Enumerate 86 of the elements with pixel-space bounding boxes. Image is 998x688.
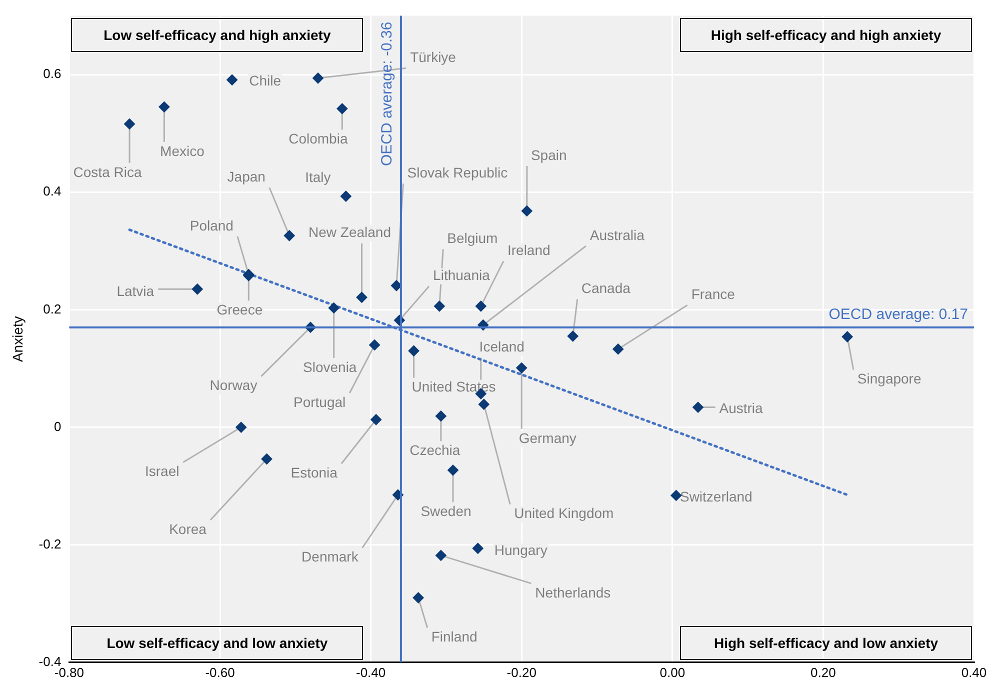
y-tick-label: 0.6 — [43, 66, 62, 82]
text: Norway — [210, 377, 258, 394]
series-label: United States — [412, 378, 496, 395]
point — [328, 302, 340, 314]
text: Iceland — [479, 338, 524, 355]
point — [472, 542, 484, 554]
ref-line-label: OECD average: -0.36 — [378, 22, 396, 166]
point — [390, 280, 402, 292]
annotation: Low self-efficacy and low anxiety — [71, 626, 364, 660]
x-tick-label: 0.20 — [810, 664, 836, 680]
text: Singapore — [857, 370, 922, 387]
point — [124, 118, 136, 130]
point — [842, 331, 853, 342]
point — [370, 414, 382, 426]
y-tick-label: -0.2 — [38, 536, 62, 552]
point — [612, 344, 624, 355]
x-tick-label: -0.40 — [356, 664, 386, 680]
text: Ireland — [507, 242, 550, 258]
y-tick-label: 0.2 — [43, 301, 62, 316]
y-tick-label: 0.4 — [43, 184, 62, 199]
text: Slovak Republic — [407, 164, 508, 180]
point — [284, 230, 295, 242]
text: Portugal — [293, 394, 346, 410]
text: Poland — [190, 217, 234, 234]
point — [158, 101, 170, 112]
point — [435, 410, 446, 422]
point — [312, 72, 324, 84]
annotation: High self-efficacy and high anxiety — [680, 18, 972, 52]
point — [408, 345, 420, 356]
point — [336, 103, 348, 114]
text: Türkiye — [410, 48, 456, 65]
point — [447, 464, 458, 476]
text: Canada — [581, 280, 631, 296]
series-label: Austria — [719, 400, 764, 416]
point — [226, 74, 238, 86]
point — [356, 292, 368, 303]
text: Slovenia — [303, 358, 357, 375]
x-tick-label: -0.60 — [205, 664, 235, 680]
y-axis-title: Anxiety — [9, 316, 26, 362]
text: Germany — [518, 430, 576, 446]
point — [475, 300, 486, 312]
text: Mexico — [160, 142, 205, 159]
x-tick-label: 0.40 — [961, 664, 987, 680]
point — [478, 398, 490, 410]
text: United Kingdom — [514, 505, 614, 522]
text: Sweden — [420, 503, 472, 520]
point — [340, 190, 352, 202]
point — [435, 550, 446, 561]
series-label: Greece — [216, 301, 263, 318]
text: New Zealand — [308, 224, 392, 240]
text: Costa Rica — [73, 164, 142, 180]
ref-line-label: OECD average: 0.17 — [828, 306, 968, 323]
text: Finland — [431, 628, 478, 645]
text: Estonia — [290, 464, 338, 480]
point — [261, 454, 272, 465]
point — [516, 362, 528, 374]
point — [412, 592, 424, 604]
series-label: Chile — [249, 72, 282, 89]
text: Belgium — [447, 230, 498, 246]
text: Czechia — [410, 442, 460, 458]
point — [369, 339, 380, 350]
text: Netherlands — [535, 584, 611, 600]
point — [192, 284, 203, 295]
annotation: High self-efficacy and low anxiety — [680, 626, 972, 660]
text: Denmark — [302, 548, 360, 565]
text: Spain — [530, 146, 567, 163]
point — [521, 205, 532, 216]
text: Australia — [590, 226, 645, 243]
point — [434, 300, 445, 312]
point — [236, 422, 247, 433]
series-label: Italy — [305, 169, 331, 186]
annotation: Low self-efficacy and high anxiety — [71, 18, 364, 52]
text: Lithuania — [433, 267, 490, 284]
series-label: Hungary — [494, 542, 548, 558]
point — [567, 330, 578, 342]
text: Korea — [169, 520, 207, 537]
text: Japan — [227, 168, 266, 185]
x-tick-label: 0.00 — [660, 664, 686, 680]
point — [692, 402, 704, 413]
series-label: Colombia — [288, 130, 348, 147]
text: Latvia — [116, 282, 154, 299]
x-tick-label: -0.20 — [506, 664, 536, 680]
y-tick-label: 0 — [54, 418, 62, 434]
text: Israel — [144, 463, 180, 480]
series-label: Switzerland — [680, 488, 752, 504]
text: France — [691, 286, 736, 302]
